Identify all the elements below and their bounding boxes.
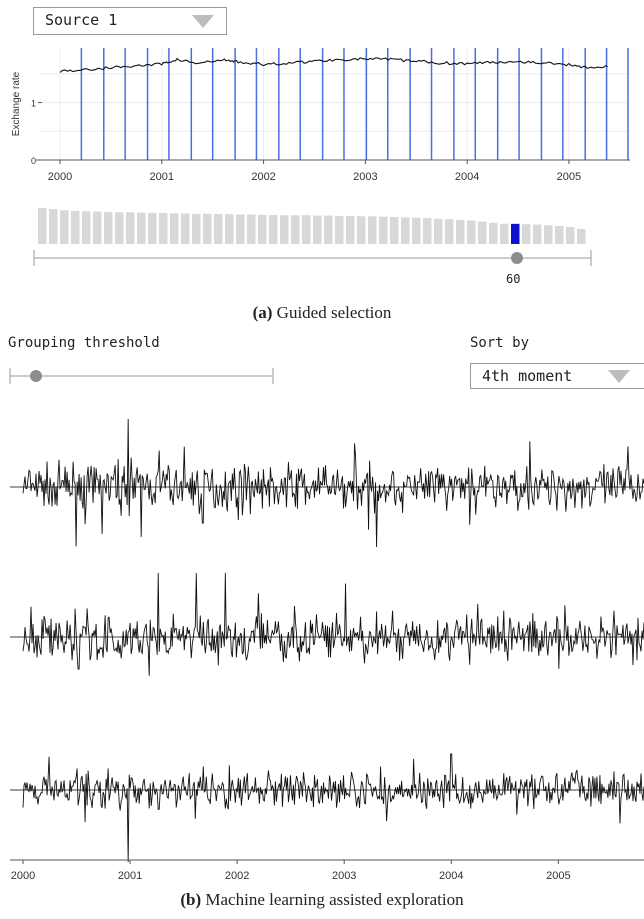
histogram-bar (203, 213, 212, 244)
histogram-bar (445, 219, 454, 244)
histogram-bar (390, 217, 399, 244)
histogram-bar (247, 214, 256, 244)
window-histogram (38, 208, 586, 244)
histogram-bar (434, 218, 443, 244)
histogram-bar (181, 213, 190, 244)
histogram-bar (115, 212, 124, 244)
grouping-threshold-slider[interactable] (0, 364, 290, 388)
return-series-line (22, 418, 644, 548)
sort-by-select[interactable]: 4th moment (470, 363, 644, 389)
sort-by-label: Sort by (470, 335, 530, 351)
y-tick-label: 1 (31, 99, 36, 109)
histogram-bar (522, 224, 531, 244)
histogram-bar (159, 213, 168, 244)
chevron-down-icon (192, 15, 214, 28)
exchange-rate-line (59, 57, 608, 73)
histogram-bar (82, 211, 91, 244)
histogram-bar (148, 213, 157, 244)
y-tick-label: 0 (31, 156, 36, 166)
x-tick-label: 2005 (557, 171, 581, 182)
histogram-bar (577, 228, 586, 244)
histogram-bar (225, 214, 234, 244)
histogram-bar (170, 213, 179, 244)
histogram-bar (192, 213, 201, 244)
histogram-bar (555, 226, 564, 244)
histogram-bar (368, 216, 377, 244)
histogram-bar (93, 211, 102, 244)
histogram-bar (533, 224, 542, 244)
histogram-bar (126, 212, 135, 244)
x-tick-label: 2001 (150, 171, 174, 182)
x-tick-label: 2000 (48, 171, 72, 182)
histogram-bar (456, 219, 465, 244)
exchange-rate-chart: 2000 2001 2002 2003 2004 2005 0 1 Exchange rate (11, 48, 630, 182)
slider-handle[interactable] (511, 252, 523, 264)
histogram-bar (335, 215, 344, 244)
x-tick-label: 2001 (118, 870, 142, 882)
histogram-bar (291, 215, 300, 244)
histogram-bar (313, 215, 322, 244)
histogram-bar (214, 214, 223, 244)
sorted-series-chart: 2000 2001 2002 2003 2004 2005 (10, 418, 644, 882)
histogram-bar (423, 218, 432, 244)
histogram-bar (258, 214, 267, 244)
histogram-bar (104, 211, 113, 244)
histogram-bar (467, 220, 476, 244)
histogram-bar (269, 214, 278, 244)
histogram-bar (302, 215, 311, 244)
histogram-bar (280, 215, 289, 244)
grouping-threshold-label: Grouping threshold (8, 335, 160, 351)
window-slider-value: 60 (506, 272, 521, 286)
histogram-bar-selected (511, 223, 520, 244)
x-tick-label: 2000 (11, 870, 35, 882)
histogram-bar (412, 217, 421, 244)
histogram-bar (489, 222, 498, 244)
histogram-bar (49, 209, 58, 244)
x-tick-label: 2002 (251, 171, 275, 182)
histogram-bar (137, 212, 146, 244)
window-slider[interactable] (0, 246, 644, 270)
histogram-bar (401, 217, 410, 244)
return-series-line (22, 753, 644, 863)
caption-b-text: Machine learning assisted exploration (205, 890, 464, 909)
histogram-bar (379, 216, 388, 244)
x-tick-label: 2004 (439, 870, 463, 882)
source-select-value: Source 1 (45, 11, 118, 29)
x-tick-label: 2004 (455, 171, 479, 182)
histogram-bar (346, 215, 355, 244)
caption-a: (a) Guided selection (0, 303, 644, 323)
histogram-bar (71, 210, 80, 244)
return-series-line (22, 572, 644, 676)
source-select[interactable]: Source 1 (33, 7, 227, 35)
histogram-bar (236, 214, 245, 244)
histogram-bar (60, 210, 69, 244)
caption-b: (b) Machine learning assisted exploratio… (0, 890, 644, 910)
histogram-bar (38, 208, 47, 244)
caption-b-label: (b) (180, 890, 202, 909)
slider-handle[interactable] (30, 370, 42, 382)
histogram-bar (357, 216, 366, 244)
x-tick-label: 2003 (353, 171, 377, 182)
chevron-down-icon (608, 370, 630, 383)
plot-area (40, 48, 630, 160)
sort-by-value: 4th moment (482, 367, 573, 385)
caption-a-text: Guided selection (276, 303, 392, 322)
x-tick-label: 2005 (546, 870, 570, 882)
x-tick-label: 2003 (332, 870, 356, 882)
y-axis-label: Exchange rate (11, 71, 22, 136)
histogram-bar (500, 223, 509, 244)
histogram-bar (566, 227, 575, 244)
histogram-bar (324, 215, 333, 244)
histogram-bar (478, 221, 487, 244)
caption-a-label: (a) (252, 303, 273, 322)
x-tick-label: 2002 (225, 870, 249, 882)
histogram-bar (544, 225, 553, 244)
